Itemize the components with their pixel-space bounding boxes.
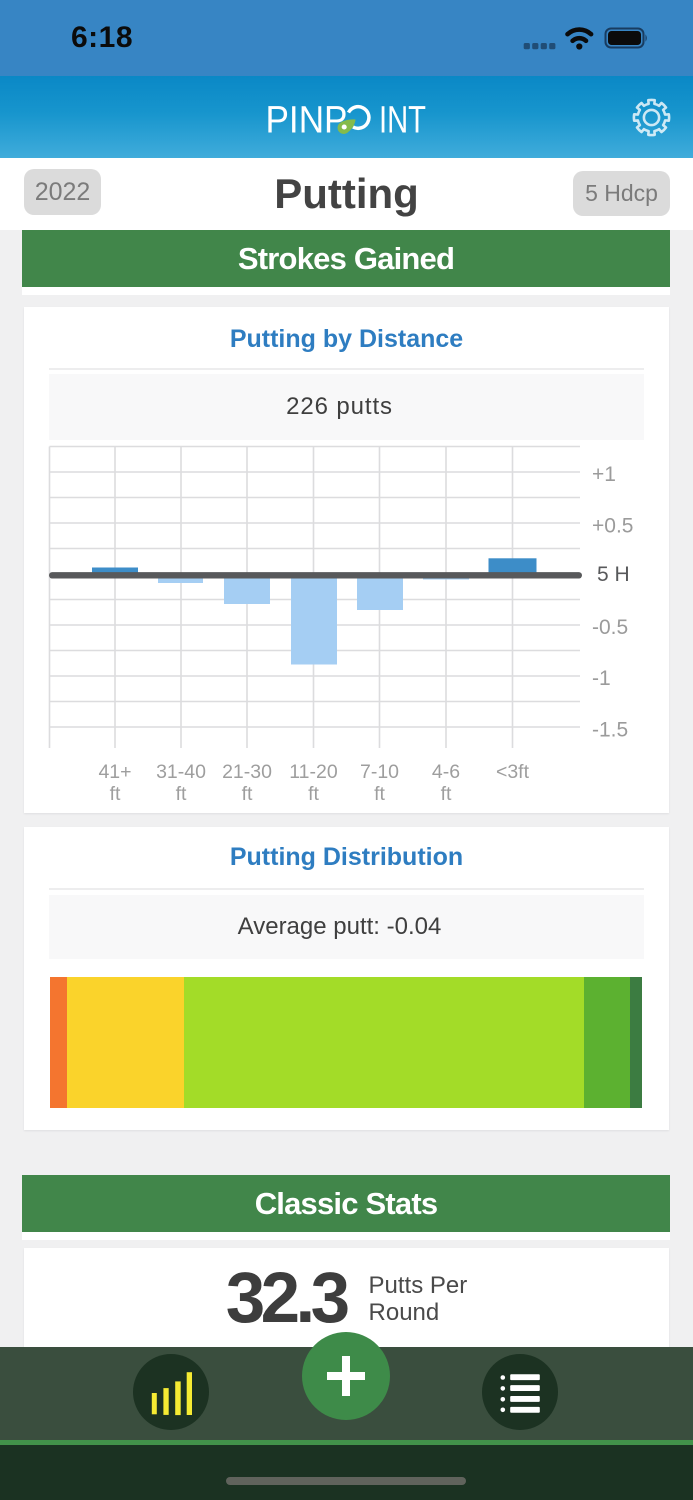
svg-text:41+: 41+	[98, 761, 131, 783]
svg-text:31-40: 31-40	[156, 761, 206, 783]
svg-text:PINP: PINP	[266, 100, 348, 142]
svg-text:-1.5: -1.5	[592, 719, 628, 742]
svg-text:4-6: 4-6	[432, 761, 460, 783]
svg-text:21-30: 21-30	[222, 761, 272, 783]
svg-text:-1: -1	[592, 667, 611, 690]
svg-text:<3ft: <3ft	[496, 761, 530, 783]
svg-text:ft: ft	[374, 783, 385, 805]
svg-text:+0.5: +0.5	[592, 515, 633, 538]
svg-text:ft: ft	[308, 783, 319, 805]
svg-text:ft: ft	[441, 783, 452, 805]
svg-text:5 H: 5 H	[597, 563, 630, 586]
svg-text:+1: +1	[592, 463, 616, 486]
svg-text:7-10: 7-10	[360, 761, 399, 783]
svg-text:ft: ft	[110, 783, 121, 805]
svg-text:11-20: 11-20	[289, 761, 338, 783]
svg-text:-0.5: -0.5	[592, 616, 628, 639]
svg-text:INT: INT	[379, 100, 426, 142]
svg-text:ft: ft	[242, 783, 253, 805]
svg-text:ft: ft	[176, 783, 187, 805]
